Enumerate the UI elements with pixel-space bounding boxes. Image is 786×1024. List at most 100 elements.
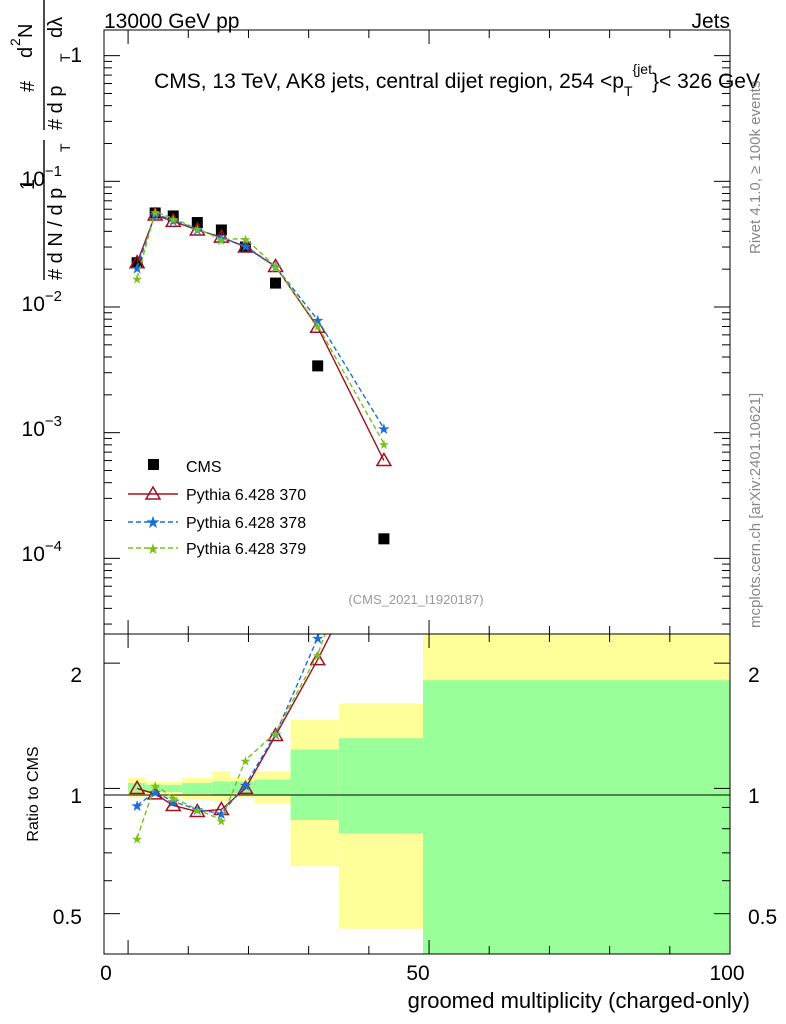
ratio-point-p378-0: ★	[130, 797, 143, 815]
y-tick-label-1: 1	[70, 44, 82, 67]
svg-text:#: #	[17, 80, 39, 92]
ratio-point-p379-1: ★	[149, 779, 161, 794]
y-tick-label-1e-3: 10−3	[22, 413, 62, 441]
y-tick-label-1e-1: 10−1	[22, 163, 62, 191]
x-tick-0: 0	[100, 962, 112, 985]
main-point-p379-6: ★	[270, 261, 282, 276]
main-point-p378-8: ★	[377, 420, 390, 438]
ratio-point-p378-7: ★	[311, 629, 324, 647]
ratio-series: ★★★ ★ ★★★★★★★★★★★★★★	[128, 468, 390, 848]
main-point-cms-6	[270, 277, 282, 289]
y-tick-label-1e-2: 10−2	[22, 288, 62, 316]
ratio-y-tick-2: 2	[70, 664, 82, 687]
main-point-p378-3: ★	[191, 221, 204, 239]
svg-text:# d p: # d p	[45, 86, 67, 130]
ratio-line-p378	[136, 634, 320, 815]
main-point-p370-3	[188, 221, 206, 236]
legend-label-p370: Pythia 6.428 370	[186, 487, 306, 504]
main-line-p378	[136, 213, 385, 429]
ratio-line-p379	[136, 634, 326, 839]
ratio-point-p370-6	[267, 727, 284, 742]
ratio-y-tick-0.5: 0.5	[53, 906, 82, 929]
legend-marker-p378: ★	[145, 513, 160, 533]
ratio-y-axis-label: Ratio to CMS	[25, 746, 42, 841]
main-point-p379-1: ★	[149, 206, 161, 221]
svg-text:dλ: dλ	[45, 17, 67, 38]
main-point-p379-7: ★	[312, 320, 324, 335]
main-y-axis-label: 1 # d N / d p T # d 2 N # d p T dλ	[7, 0, 73, 280]
main-point-p378-4: ★	[215, 229, 228, 247]
reference-label: (CMS_2021_I1920187)	[348, 592, 483, 607]
mcplots-label: mcplots.cern.ch [arXiv:2401.10621]	[747, 393, 764, 628]
main-point-p379-2: ★	[167, 213, 179, 228]
ratio-frame	[103, 633, 731, 955]
ratio-point-p370-5	[237, 779, 254, 795]
y-tick-label-1e-4: 10−4	[22, 538, 62, 566]
ratio-point-p378-4: ★	[215, 805, 228, 823]
ratio-point-p379-5: ★	[240, 755, 252, 770]
band-stat-7	[290, 749, 339, 820]
ratio-point-p378-6: ★	[269, 726, 282, 744]
svg-text:T: T	[57, 53, 73, 62]
main-point-cms-7	[312, 360, 324, 372]
ratio-point-p379-8: ★	[378, 468, 390, 483]
band-stat-1	[146, 784, 165, 793]
x-tick-50: 50	[406, 962, 429, 985]
band-stat-4	[212, 781, 231, 796]
main-point-p370-8	[375, 452, 393, 467]
x-tick-100: 100	[709, 962, 744, 985]
svg-text:1: 1	[17, 179, 39, 190]
axis-ticks	[104, 30, 731, 955]
band-stat-6	[254, 779, 291, 796]
ratio-bands	[128, 634, 730, 954]
svg-text:2: 2	[7, 38, 23, 46]
main-point-p370-5	[237, 238, 254, 253]
legend-marker-cms	[148, 459, 159, 470]
main-point-p378-2: ★	[166, 212, 179, 230]
plot-annotation: CMS, 13 TeV, AK8 jets, central dijet reg…	[154, 61, 760, 99]
x-axis-label: groomed multiplicity (charged-only)	[408, 988, 750, 1013]
band-stat-2	[164, 784, 183, 793]
main-point-p370-1	[146, 206, 164, 221]
header-left: 13000 GeV pp	[104, 10, 239, 33]
ratio-y-tick-0.5-right: 0.5	[748, 906, 777, 929]
band-stat-9	[423, 680, 730, 954]
main-point-cms-2	[167, 210, 179, 222]
ratio-point-p379-0: ★	[131, 833, 143, 848]
ratio-point-p378-2: ★	[166, 793, 179, 811]
legend-marker-p379: ★	[146, 540, 159, 558]
main-point-p379-8: ★	[378, 438, 390, 453]
ratio-point-p370-0	[128, 779, 146, 795]
legend-label-p378: Pythia 6.428 378	[186, 515, 306, 532]
legend-label-p379: Pythia 6.428 379	[186, 541, 306, 558]
legend: CMS Pythia 6.428 370 ★ Pythia 6.428 378 …	[128, 459, 306, 558]
x-tick-labels: 0 50 100	[100, 962, 744, 985]
ratio-y-tick-labels: 2 1 0.5 2 1 0.5	[53, 664, 777, 929]
ratio-point-p379-4: ★	[216, 814, 228, 829]
ratio-point-p370-1	[146, 785, 164, 800]
main-point-p370-6	[267, 258, 284, 273]
main-point-p379-5: ★	[240, 233, 252, 248]
band-stat-3	[182, 783, 213, 794]
svg-text:N: N	[15, 24, 37, 38]
main-line-p379	[136, 210, 385, 444]
svg-text:# d N / d p: # d N / d p	[45, 188, 67, 280]
legend-marker-p370	[144, 485, 162, 500]
ratio-point-p379-3: ★	[191, 804, 203, 819]
band-stat-0	[128, 783, 147, 793]
ratio-point-p378-5: ★	[239, 776, 252, 794]
main-point-p378-0: ★	[130, 259, 143, 277]
main-point-p378-1: ★	[148, 205, 161, 223]
ratio-point-p379-2: ★	[167, 792, 179, 807]
main-point-p379-4: ★	[216, 234, 228, 249]
svg-text:d: d	[15, 47, 37, 58]
rivet-label: Rivet 4.1.0, ≥ 100k events	[747, 81, 764, 254]
main-point-p379-3: ★	[191, 223, 203, 238]
band-stat-8	[338, 738, 424, 834]
ratio-point-p370-2	[164, 796, 182, 812]
main-point-p378-7: ★	[311, 311, 324, 329]
ratio-y-tick-1-right: 1	[748, 785, 760, 808]
main-series: ★★ ★★ ★ ★★★★★★ ★★★ ★★★★	[128, 205, 393, 545]
header-right: Jets	[691, 10, 730, 33]
